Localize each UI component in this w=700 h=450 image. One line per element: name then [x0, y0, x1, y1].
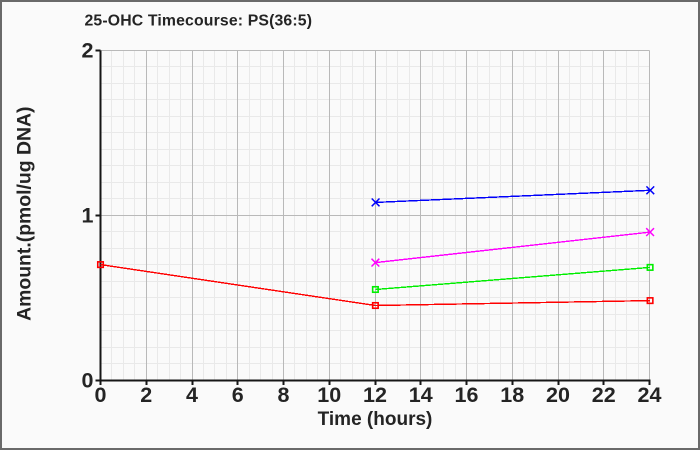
svg-text:0: 0: [95, 383, 107, 407]
svg-text:0: 0: [82, 368, 94, 392]
svg-text:20: 20: [546, 383, 570, 407]
svg-text:16: 16: [455, 383, 479, 407]
svg-text:24: 24: [638, 383, 662, 407]
svg-text:Time (hours): Time (hours): [318, 409, 433, 430]
svg-text:25-OHC Timecourse: PS(36:5): 25-OHC Timecourse: PS(36:5): [85, 13, 313, 30]
svg-text:12: 12: [363, 383, 387, 407]
svg-text:2: 2: [82, 38, 94, 62]
svg-text:4: 4: [186, 383, 198, 407]
svg-text:18: 18: [500, 383, 524, 407]
svg-text:22: 22: [592, 383, 616, 407]
svg-text:2: 2: [140, 383, 152, 407]
svg-text:8: 8: [278, 383, 290, 407]
svg-text:14: 14: [409, 383, 433, 407]
svg-text:1: 1: [82, 203, 94, 227]
svg-text:10: 10: [317, 383, 341, 407]
svg-text:6: 6: [232, 383, 244, 407]
svg-text:Amount.(pmol/ug DNA): Amount.(pmol/ug DNA): [14, 107, 36, 321]
